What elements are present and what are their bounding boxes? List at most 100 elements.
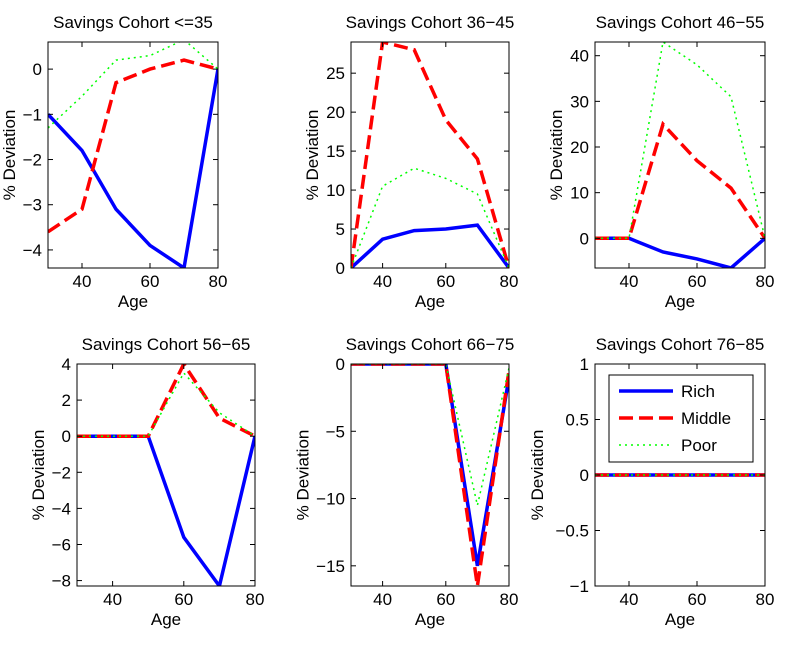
series-group (48, 42, 218, 268)
y-tick-label: −1 (570, 577, 589, 596)
series-rich-line (351, 223, 509, 268)
x-tick-label: 40 (620, 590, 639, 609)
series-poor-line (595, 42, 765, 240)
y-tick-label: 2 (62, 391, 71, 410)
series-group (351, 364, 509, 586)
y-tick-label: −2 (23, 151, 42, 170)
x-tick-label: 80 (209, 272, 228, 291)
y-tick-label: −10 (316, 490, 345, 509)
y-axis-label: % Deviation (294, 430, 313, 521)
axes-frame (47, 41, 219, 269)
x-tick-label: 80 (246, 590, 265, 609)
x-tick-label: 60 (174, 590, 193, 609)
y-tick-label: −4 (23, 241, 42, 260)
y-tick-label: 10 (326, 181, 345, 200)
y-tick-label: −1 (23, 105, 42, 124)
y-tick-label: 0 (33, 60, 42, 79)
y-axis-label: % Deviation (528, 430, 547, 521)
y-tick-label: 15 (326, 142, 345, 161)
x-axis-label: Age (665, 292, 695, 311)
axes-frame (594, 41, 766, 269)
series-group (351, 42, 509, 268)
y-tick-label: −8 (52, 572, 71, 591)
x-tick-label: 40 (103, 590, 122, 609)
series-middle-line (48, 58, 218, 234)
x-tick-label: 60 (688, 590, 707, 609)
x-tick-label: 80 (500, 590, 519, 609)
x-tick-label: 60 (436, 272, 455, 291)
subplot-title: Savings Cohort 66−75 (346, 335, 515, 354)
y-tick-label: 0.5 (565, 411, 589, 430)
y-tick-label: 25 (326, 64, 345, 83)
series-rich-line (351, 364, 509, 567)
axes-frame (76, 363, 256, 587)
series-rich-line (595, 236, 765, 268)
axes-frame (350, 41, 510, 269)
x-axis-label: Age (151, 610, 181, 629)
legend-label-middle: Middle (681, 409, 731, 428)
subplot-title: Savings Cohort 76−85 (596, 335, 765, 354)
legend-label-poor: Poor (681, 436, 717, 455)
legend: Rich Middle Poor (608, 374, 754, 463)
subplot-3: 40 60 80 0 10 20 30 40 Savings Cohort 46−55 Age % … (547, 13, 774, 311)
y-tick-label: 0 (336, 259, 345, 278)
y-tick-label: −15 (316, 557, 345, 576)
subplot-2: 40 60 80 0 5 10 15 20 25 Savings Cohort 36−45 Age%… (303, 13, 518, 311)
x-tick-label: 80 (756, 590, 775, 609)
series-rich-line (77, 434, 255, 586)
axes-frame (350, 363, 510, 587)
y-tick-label: 30 (570, 92, 589, 111)
x-tick-label: 40 (373, 272, 392, 291)
series-middle-line (595, 120, 765, 241)
x-tick-label: 40 (620, 272, 639, 291)
y-tick-label: 0 (580, 466, 589, 485)
subplot-6: 40 60 80 −1 −0.5 0 0.5 1 Savings Cohort 76−85 Age… (528, 335, 774, 629)
x-tick-label: 60 (141, 272, 160, 291)
series-poor-line (351, 167, 509, 268)
y-tick-label: 0 (580, 229, 589, 248)
subplot-title: Savings Cohort 46−55 (596, 13, 765, 32)
y-tick-label: −2 (52, 463, 71, 482)
series-group (595, 42, 765, 268)
y-tick-label: −5 (326, 422, 345, 441)
y-axis-label: % Deviation (29, 430, 48, 521)
y-axis-label: % Deviation (0, 110, 19, 201)
y-tick-label: 10 (570, 184, 589, 203)
y-tick-label: 0 (62, 427, 71, 446)
subplot-title: Savings Cohort <=35 (53, 13, 213, 32)
y-tick-label: −4 (52, 499, 71, 518)
series-poor-line (48, 42, 218, 129)
y-tick-label: −3 (23, 196, 42, 215)
y-axis-label: % Deviation (303, 110, 322, 201)
y-tick-label: −6 (52, 535, 71, 554)
series-middle-line (351, 42, 509, 268)
y-tick-label: 20 (326, 103, 345, 122)
x-axis-label: Age (415, 292, 445, 311)
series-rich-line (48, 68, 218, 268)
x-tick-label: 40 (373, 590, 392, 609)
y-tick-label: 4 (62, 355, 71, 374)
subplot-title: Savings Cohort 56−65 (82, 335, 251, 354)
series-middle-line (351, 364, 509, 586)
x-tick-label: 40 (73, 272, 92, 291)
series-poor-line (77, 371, 255, 437)
y-tick-label: 0 (336, 355, 345, 374)
y-axis-label: % Deviation (547, 110, 566, 201)
y-tick-label: 1 (580, 355, 589, 374)
y-tick-label: 20 (570, 138, 589, 157)
series-group (77, 364, 255, 586)
series-poor-line (351, 364, 509, 506)
y-tick-label: −0.5 (555, 522, 589, 541)
x-tick-label: 80 (756, 272, 775, 291)
y-tick-label: 40 (570, 47, 589, 66)
y-tick-label: 5 (336, 220, 345, 239)
x-tick-label: 60 (688, 272, 707, 291)
subplot-title: Savings Cohort 36−45 (346, 13, 515, 32)
x-axis-label: Age (415, 610, 445, 629)
legend-label-rich: Rich (681, 382, 715, 401)
x-tick-label: 80 (500, 272, 519, 291)
x-tick-label: 60 (436, 590, 455, 609)
series-middle-line (77, 364, 255, 438)
